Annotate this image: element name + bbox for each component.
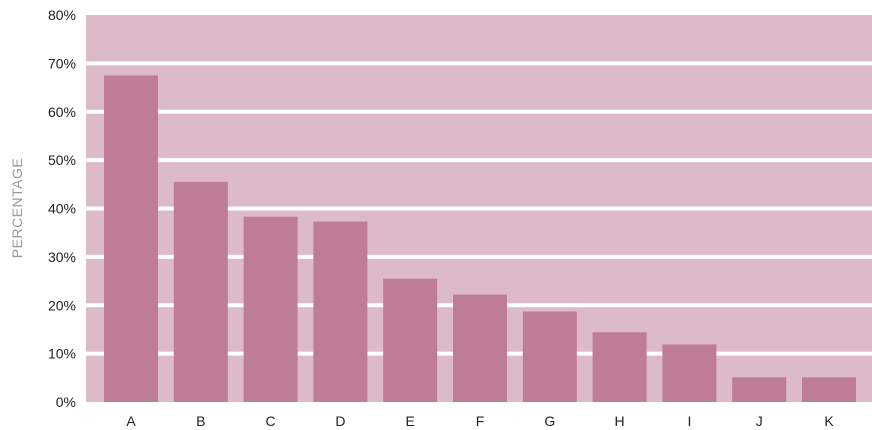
x-tick-label: G: [544, 413, 555, 429]
x-tick-label: A: [126, 413, 136, 429]
y-tick-label: 0%: [56, 394, 76, 410]
grid-band: [86, 15, 872, 62]
bar-c: [243, 216, 298, 402]
bars: [104, 75, 856, 402]
x-tick-label: K: [824, 413, 834, 429]
y-axis-label: PERCENTAGE: [9, 158, 25, 258]
y-tick-label: 10%: [48, 346, 76, 362]
y-axis-ticks: 0% 10% 20% 30% 40% 50% 60% 70% 80%: [48, 7, 76, 410]
x-tick-label: F: [476, 413, 485, 429]
bar-h: [592, 332, 647, 402]
bar-b: [173, 181, 228, 402]
y-tick-label: 50%: [48, 152, 76, 168]
y-tick-label: 60%: [48, 104, 76, 120]
x-tick-label: H: [615, 413, 625, 429]
x-tick-label: D: [335, 413, 345, 429]
bar-g: [522, 311, 577, 402]
y-tick-label: 20%: [48, 297, 76, 313]
y-tick-label: 80%: [48, 7, 76, 23]
bar-e: [383, 278, 438, 402]
grid-band: [86, 65, 872, 110]
bar-j: [732, 377, 787, 402]
x-axis-ticks: A B C D E F G H I J K: [126, 413, 834, 429]
bar-k: [802, 377, 856, 402]
x-tick-label: I: [687, 413, 691, 429]
bar-f: [453, 294, 507, 402]
x-tick-label: J: [756, 413, 763, 429]
bar-d: [313, 221, 368, 402]
x-tick-label: E: [406, 413, 415, 429]
x-tick-label: B: [196, 413, 205, 429]
y-tick-label: 30%: [48, 249, 76, 265]
bar-i: [662, 344, 717, 402]
bar-a: [104, 75, 158, 402]
grid-band: [86, 113, 872, 159]
y-tick-label: 70%: [48, 55, 76, 71]
y-tick-label: 40%: [48, 201, 76, 217]
x-tick-label: C: [266, 413, 276, 429]
